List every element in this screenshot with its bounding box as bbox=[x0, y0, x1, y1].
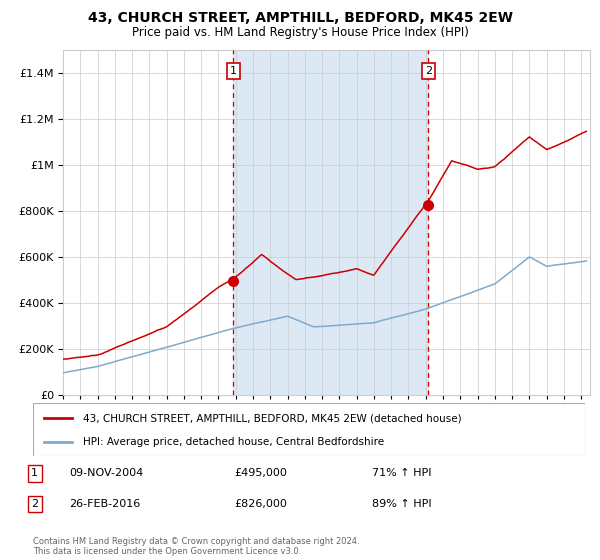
Text: 2: 2 bbox=[31, 499, 38, 509]
Text: 43, CHURCH STREET, AMPTHILL, BEDFORD, MK45 2EW (detached house): 43, CHURCH STREET, AMPTHILL, BEDFORD, MK… bbox=[83, 413, 461, 423]
Text: 43, CHURCH STREET, AMPTHILL, BEDFORD, MK45 2EW: 43, CHURCH STREET, AMPTHILL, BEDFORD, MK… bbox=[88, 11, 512, 25]
Text: 2: 2 bbox=[425, 66, 432, 76]
Text: 1: 1 bbox=[31, 468, 38, 478]
Text: 89% ↑ HPI: 89% ↑ HPI bbox=[372, 499, 431, 509]
Text: £826,000: £826,000 bbox=[234, 499, 287, 509]
Text: 1: 1 bbox=[230, 66, 237, 76]
Text: HPI: Average price, detached house, Central Bedfordshire: HPI: Average price, detached house, Cent… bbox=[83, 436, 384, 446]
Text: Contains HM Land Registry data © Crown copyright and database right 2024.
This d: Contains HM Land Registry data © Crown c… bbox=[33, 536, 359, 556]
Text: 26-FEB-2016: 26-FEB-2016 bbox=[69, 499, 140, 509]
Text: 71% ↑ HPI: 71% ↑ HPI bbox=[372, 468, 431, 478]
Text: £495,000: £495,000 bbox=[234, 468, 287, 478]
Text: 09-NOV-2004: 09-NOV-2004 bbox=[69, 468, 143, 478]
Bar bbox=[233, 50, 428, 395]
Text: Price paid vs. HM Land Registry's House Price Index (HPI): Price paid vs. HM Land Registry's House … bbox=[131, 26, 469, 39]
